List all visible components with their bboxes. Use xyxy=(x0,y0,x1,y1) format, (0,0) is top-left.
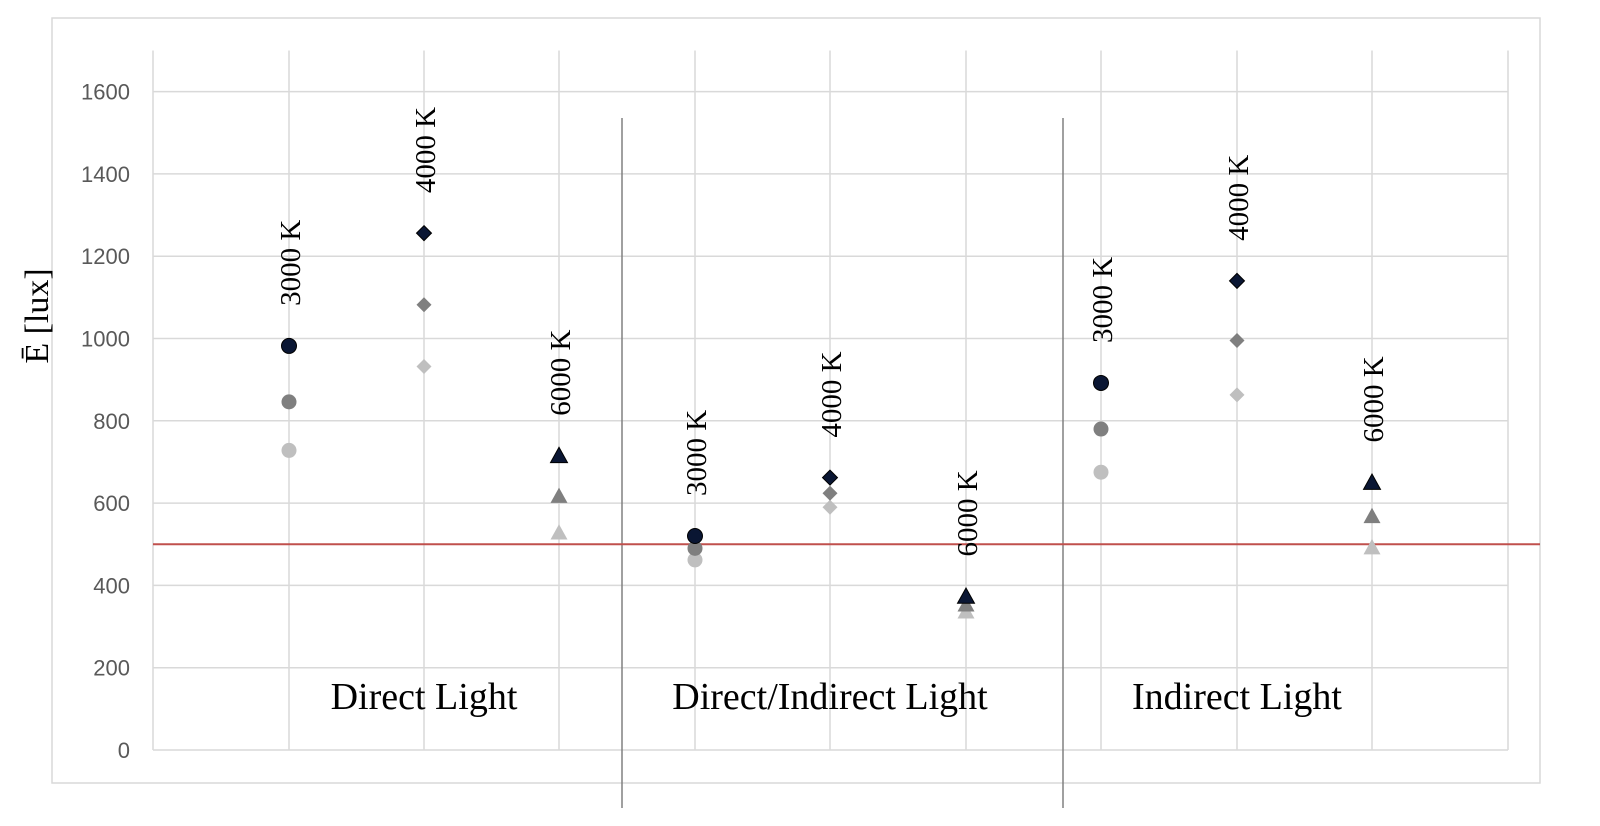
temperature-label: 6000 K xyxy=(545,330,577,416)
data-point xyxy=(549,446,569,464)
group-label: Direct/Indirect Light xyxy=(672,676,988,718)
data-point xyxy=(822,485,838,501)
chart-frame xyxy=(51,17,1541,784)
y-tick-label: 400 xyxy=(93,573,130,598)
data-points xyxy=(281,224,1382,619)
group-label: Indirect Light xyxy=(1132,676,1342,718)
data-point xyxy=(550,487,568,503)
y-axis-ticks: 0 200 400 600 800 1000 1200 1400 1600 xyxy=(81,80,130,763)
y-tick-label: 1600 xyxy=(81,80,130,105)
data-point xyxy=(687,528,703,545)
y-tick-label: 0 xyxy=(118,738,130,763)
temperature-label: 4000 K xyxy=(816,351,848,437)
y-axis-label: Ē [lux] xyxy=(19,268,56,363)
data-point xyxy=(550,524,568,540)
temperature-label: 3000 K xyxy=(275,220,307,306)
temperature-label: 3000 K xyxy=(681,410,713,496)
data-point xyxy=(1229,333,1245,349)
y-tick-label: 800 xyxy=(93,409,130,434)
temperature-label: 6000 K xyxy=(1358,356,1390,442)
data-point xyxy=(281,394,297,410)
data-point xyxy=(416,358,432,374)
data-point xyxy=(1363,507,1381,524)
y-tick-label: 200 xyxy=(93,656,130,681)
data-point xyxy=(821,469,839,486)
grid xyxy=(152,50,1509,751)
temperature-label: 3000 K xyxy=(1087,257,1119,343)
data-point xyxy=(1228,272,1246,290)
data-point xyxy=(1093,374,1109,391)
data-point xyxy=(416,297,432,313)
temperature-labels: 3000 K 4000 K 6000 K 3000 K 4000 K 6000 K 3000… xyxy=(275,107,1390,557)
temperature-label: 6000 K xyxy=(952,470,984,556)
data-point xyxy=(956,586,976,604)
data-point xyxy=(1093,464,1109,480)
group-label: Direct Light xyxy=(331,676,518,718)
group-separators xyxy=(621,118,1064,808)
y-tick-label: 600 xyxy=(93,491,130,516)
data-point xyxy=(1362,472,1382,490)
data-point xyxy=(687,540,703,556)
temperature-label: 4000 K xyxy=(410,107,442,193)
y-tick-label: 1000 xyxy=(81,327,130,352)
data-point xyxy=(822,499,838,515)
data-point xyxy=(957,596,975,612)
data-point xyxy=(687,552,703,568)
temperature-label: 4000 K xyxy=(1223,155,1255,241)
y-tick-label: 1200 xyxy=(81,244,130,269)
group-labels: Direct Light Direct/Indirect Light Indirec… xyxy=(331,676,1343,718)
data-point xyxy=(281,337,297,354)
data-point xyxy=(281,442,297,458)
data-point xyxy=(1363,539,1381,555)
y-tick-label: 1400 xyxy=(81,162,130,187)
data-point xyxy=(1229,387,1245,403)
data-point xyxy=(415,224,433,242)
data-point xyxy=(1093,421,1109,437)
